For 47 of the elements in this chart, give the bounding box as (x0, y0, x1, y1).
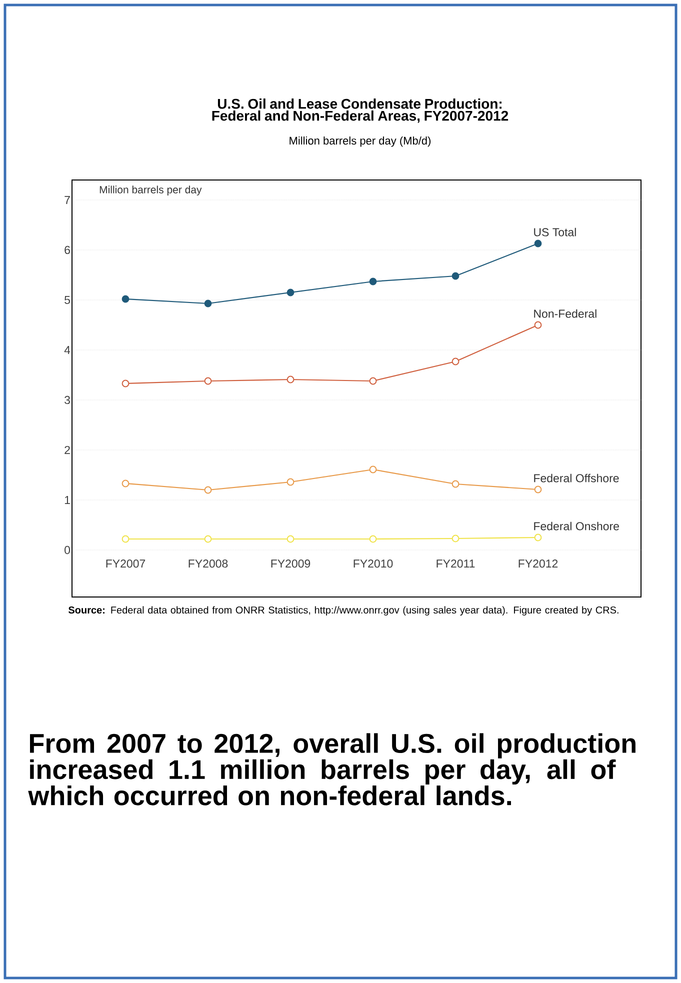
point (534, 534, 542, 542)
x-tick-label: FY2010 (354, 560, 393, 568)
series-label: Non-Federal (534, 309, 596, 318)
point (452, 272, 460, 280)
point (286, 288, 294, 296)
y-tick-label: 7 (64, 196, 70, 204)
x-tick-label: FY2009 (271, 560, 310, 568)
y-tick-label: 2 (64, 446, 70, 454)
point (286, 376, 294, 384)
point (122, 295, 130, 303)
y-axis-title: Million barrels per day (100, 186, 202, 196)
series-label: Federal Offshore (534, 474, 619, 482)
y-tick-label: 1 (64, 496, 70, 504)
point (122, 535, 130, 543)
y-tick-label: 6 (64, 246, 70, 254)
y-tick-label: 5 (64, 296, 70, 304)
point (204, 486, 212, 494)
y-tick-label: 3 (64, 396, 70, 404)
text: From 2007 to 2012, overall U.S. oil production increased 1.1 million barrels per day, all of which occurred on non-federal lands. (28, 733, 636, 806)
chart-title: U.S. Oil and Lease Condensate Production: Federal and Non-Federal Areas, FY2007-2012 (212, 98, 508, 123)
point (534, 486, 542, 494)
point (122, 380, 130, 388)
y-tick-label: 4 (64, 346, 70, 354)
series-label: Federal Onshore (534, 522, 619, 530)
point (452, 534, 460, 542)
point (204, 300, 212, 308)
point (534, 321, 542, 329)
point (286, 535, 294, 543)
y-tick-label: 0 (64, 546, 70, 554)
point (452, 480, 460, 488)
x-tick-label: FY2008 (188, 560, 228, 568)
point (369, 377, 377, 385)
point (369, 535, 377, 543)
chart-subtitle: Million barrels per day (Mb/d) (290, 136, 431, 147)
point (204, 535, 212, 543)
point (534, 240, 542, 248)
point (286, 478, 294, 486)
point (122, 480, 130, 488)
x-tick-label: FY2007 (106, 560, 146, 568)
text: Source: Federal data obtained from ONRR Statistics, http://www.onrr.gov (using sales year data). Figure created by CRS. (68, 606, 618, 616)
point (204, 377, 212, 385)
point (369, 278, 377, 286)
series-label: US Total (534, 228, 576, 236)
x-tick-label: FY2011 (436, 560, 475, 568)
point (369, 466, 377, 474)
point (452, 358, 460, 366)
x-tick-label: FY2012 (518, 560, 558, 568)
